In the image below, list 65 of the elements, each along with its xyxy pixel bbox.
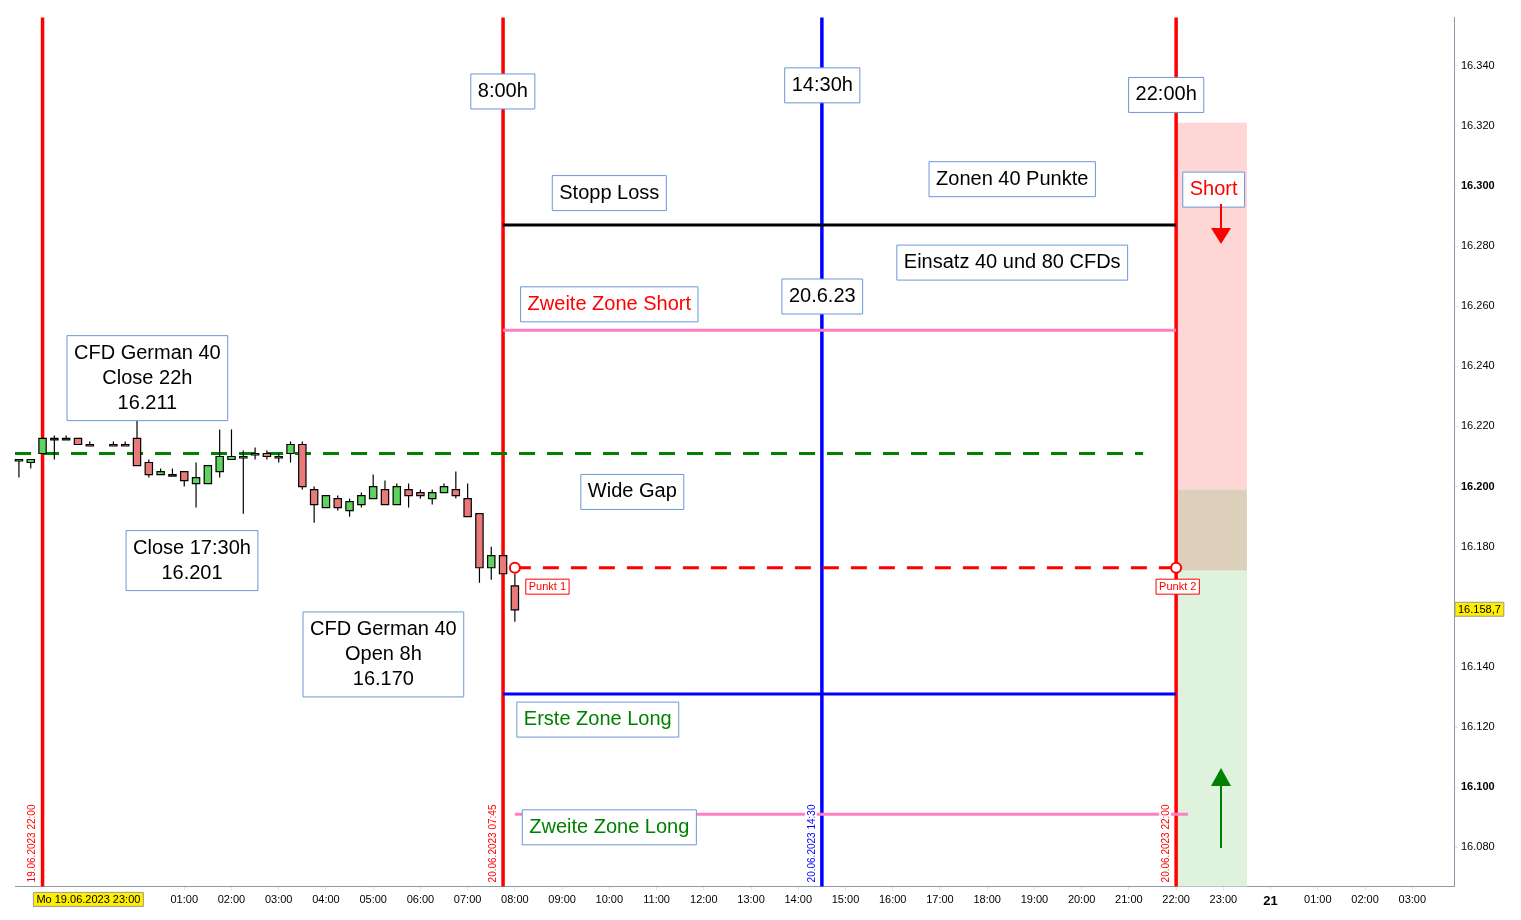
annotation: 20.6.23 [788,284,856,306]
annotation: CFD German 40 Close 22h 16.211 [74,340,221,413]
x-tick-label: 20:00 [1067,893,1096,906]
y-tick-label: 16.080 [1461,840,1495,853]
x-tick-label: 22:00 [1162,893,1190,906]
ref-line-label: 20.06.2023 07:45 [486,804,498,883]
x-tick-label: 12:00 [690,893,718,906]
x-tick-label: 18:00 [973,893,1001,906]
x-tick-label: 21:00 [1115,893,1143,906]
annotation: Einsatz 40 und 80 CFDs [903,250,1121,273]
annotation: 14:30h [791,72,853,95]
x-tick-label: 11:00 [643,893,670,906]
annotation: Stopp Loss [559,180,660,203]
annotation: Punkt 1 [528,579,567,592]
annotation: Zonen 40 Punkte [936,166,1089,189]
y-tick-label: 16.200 [1461,479,1495,492]
bar [1176,489,1247,571]
x-tick-label: 05:00 [359,893,387,906]
annotation: Erste Zone Long [523,707,672,730]
y-tick-label: 16.300 [1461,178,1495,191]
y-tick-label: 16.240 [1461,359,1495,372]
y-tick-label: 16.120 [1461,720,1495,733]
y-tick-label: 16.100 [1461,780,1495,793]
x-tick-label: 01:00 [170,893,199,906]
x-tick-label: 21 [1263,892,1278,908]
y-tick-label: 16.180 [1461,539,1495,552]
x-tick-label: 09:00 [548,893,576,906]
x-tick-label: 02:00 [1351,893,1379,906]
x-tick-label: 01:00 [1304,893,1332,906]
y-tick-label: 16.320 [1461,118,1495,131]
ref-line-label: 19.06.2023 22:00 [26,804,38,883]
annotation: Wide Gap [587,479,677,502]
annotation: Zweite Zone Long [529,814,690,837]
x-tick-label: 08:00 [501,893,529,906]
x-tick-label: 13:00 [737,893,765,906]
annotation: Close 17:30h 16.201 [133,535,251,583]
y-tick-label: 16.140 [1461,659,1495,672]
x-tick-label: 03:00 [264,893,293,906]
x-tick-label: 19:00 [1020,893,1049,906]
annotation: 22:00h [1135,82,1197,105]
x-tick-label: 03:00 [1398,893,1427,906]
x-tick-label: 14:00 [784,893,813,906]
y-tick-label: 16.260 [1461,299,1495,312]
x-tick-label: 10:00 [595,893,624,906]
x-tick-label: 02:00 [217,893,246,906]
ref-line-label: 20.06.2023 22:00 [1159,804,1171,883]
bar [1176,122,1247,490]
x-tick-label: 06:00 [406,893,435,906]
text: Mo 19.06.2023 23:00 [36,893,141,906]
x-tick-label: 16:00 [878,893,907,906]
x-tick-label: 23:00 [1209,893,1238,906]
annotation: Zweite Zone Short [527,291,692,314]
annotation: Short [1189,177,1239,200]
y-tick-label: 16.340 [1461,58,1495,71]
y-tick-label: 16.220 [1461,419,1495,432]
x-tick-label: 04:00 [312,893,340,906]
annotation: Punkt 2 [1159,579,1197,592]
y-tick-label: 16.280 [1461,239,1495,252]
annotation: CFD German 40 Open 8h 16.170 [310,616,457,689]
x-tick-label: 17:00 [926,893,954,906]
x-tick-label: 07:00 [453,893,482,906]
x-tick-label: 15:00 [831,893,860,906]
ref-line-label: 20.06.2023 14:30 [805,804,817,883]
text: 16.158,7 [1458,603,1501,616]
annotation: 8:00h [477,78,528,101]
